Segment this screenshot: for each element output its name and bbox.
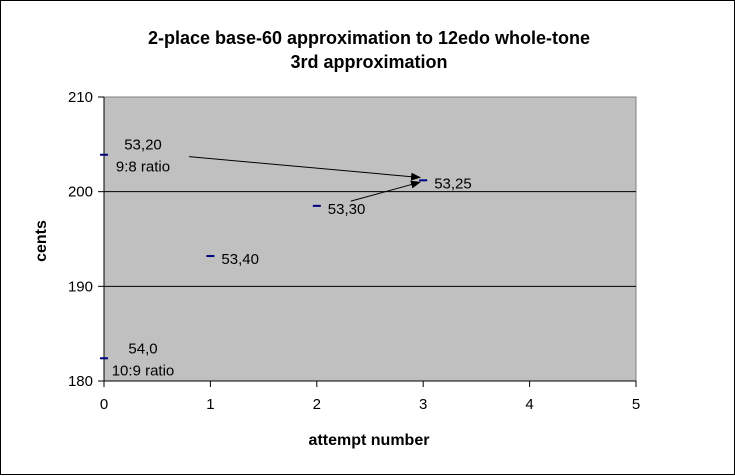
x-tick-label-5: 5 (632, 396, 640, 413)
chart-title: 2-place base-60 approximation to 12edo w… (148, 28, 590, 48)
x-tick-label-2: 2 (313, 396, 321, 413)
gridlines (104, 191, 636, 287)
data-label-1: 54,0 (128, 340, 157, 357)
data-labels: 53,20 9:8 ratio 54,0 10:9 ratio 53,40 53,30 53… (112, 137, 472, 380)
x-tick-label-1: 1 (206, 396, 214, 413)
plot-area (103, 96, 637, 382)
annotation-arrow-0 (189, 156, 422, 181)
x-axis-title: attempt number (309, 432, 430, 449)
y-axis-title: cents (33, 220, 50, 262)
y-ticks: 180 190 200 210 (68, 89, 104, 390)
y-tick-label-190: 190 (68, 278, 93, 295)
x-tick-label-3: 3 (419, 396, 427, 413)
y-tick-label-200: 200 (68, 184, 93, 201)
x-ticks: 0 1 2 3 4 5 (100, 381, 640, 413)
data-label-3: 53,30 (328, 201, 366, 218)
axes (103, 97, 636, 382)
annotation-arrows (189, 156, 422, 202)
y-tick-label-180: 180 (68, 373, 93, 390)
data-sublabel-0: 9:8 ratio (116, 159, 170, 176)
chart-subtitle: 3rd approximation (290, 52, 447, 72)
y-tick-label-210: 210 (68, 89, 93, 106)
data-label-0: 53,20 (124, 137, 162, 154)
data-label-2: 53,40 (221, 251, 259, 268)
data-sublabel-1: 10:9 ratio (112, 362, 175, 379)
x-tick-label-0: 0 (100, 396, 108, 413)
x-tick-label-4: 4 (525, 396, 533, 413)
annotation-arrow-1 (350, 180, 421, 202)
data-label-4: 53,25 (434, 175, 472, 192)
